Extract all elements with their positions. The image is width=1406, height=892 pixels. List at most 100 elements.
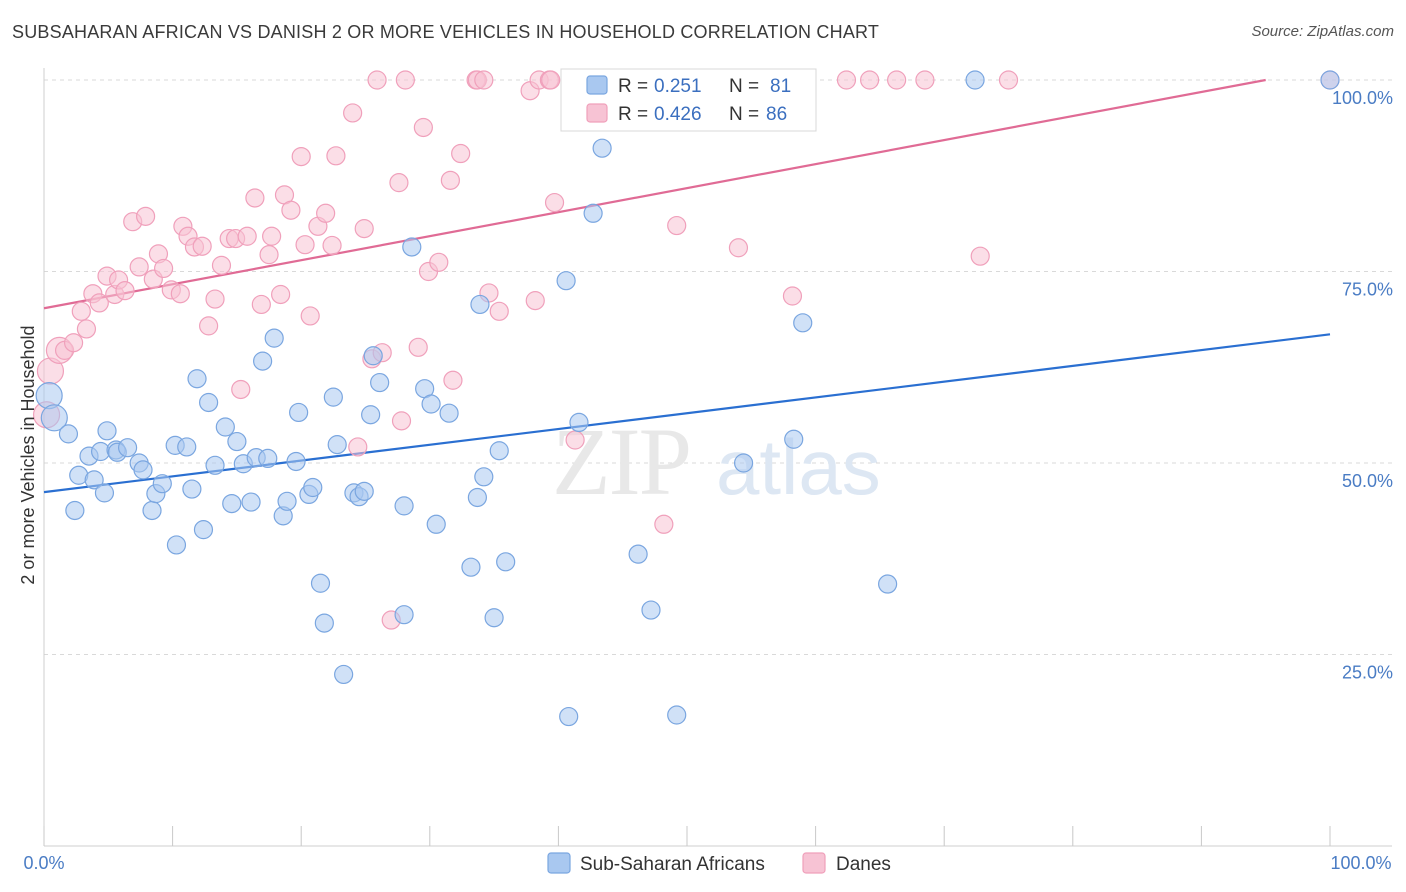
chart-title: SUBSAHARAN AFRICAN VS DANISH 2 OR MORE V… — [12, 22, 880, 42]
point-sub-saharan — [166, 535, 187, 555]
point-danes — [915, 70, 935, 90]
point-sub-saharan — [323, 387, 343, 407]
stats-n-label-1: N = — [729, 76, 759, 97]
point-danes — [281, 200, 301, 220]
trend-line-danes — [43, 78, 1266, 310]
point-danes — [348, 437, 368, 457]
point-sub-saharan — [394, 496, 414, 516]
point-sub-saharan — [559, 706, 579, 727]
point-danes — [474, 70, 494, 90]
y-tick-label: 100.0% — [1332, 88, 1393, 108]
point-sub-saharan — [421, 394, 441, 414]
stats-r-value-1: 0.251 — [654, 76, 702, 97]
point-sub-saharan — [177, 437, 197, 457]
point-sub-saharan — [117, 438, 138, 458]
point-danes — [391, 411, 412, 431]
point-sub-saharan — [327, 435, 347, 455]
point-danes — [192, 236, 212, 256]
point-danes — [429, 252, 449, 272]
gridlines — [44, 79, 1392, 655]
y-tick-label: 75.0% — [1342, 280, 1393, 300]
point-sub-saharan — [484, 608, 504, 628]
point-danes — [413, 117, 433, 138]
point-danes — [782, 286, 803, 306]
point-sub-saharan — [370, 372, 390, 393]
stats-legend-pink-swatch — [586, 103, 608, 123]
legend-label-danes: Danes — [836, 854, 891, 875]
point-danes — [115, 281, 135, 301]
point-sub-saharan — [793, 313, 813, 333]
point-sub-saharan — [258, 448, 278, 469]
point-danes — [395, 70, 415, 90]
point-sub-saharan — [65, 500, 85, 521]
point-danes — [525, 291, 545, 311]
stats-r-value-2: 0.426 — [654, 104, 702, 125]
point-danes — [262, 226, 282, 246]
point-danes — [408, 337, 428, 357]
point-danes — [326, 146, 346, 166]
source-label: Source: ZipAtlas.com — [1251, 23, 1394, 40]
point-danes — [354, 219, 374, 239]
point-sub-saharan — [35, 381, 63, 410]
point-sub-saharan — [187, 369, 207, 389]
point-sub-saharan — [667, 705, 687, 725]
point-danes — [443, 370, 463, 390]
point-sub-saharan — [310, 573, 331, 593]
point-sub-saharan — [314, 613, 334, 633]
point-sub-saharan — [84, 470, 104, 490]
point-danes — [860, 70, 880, 90]
point-sub-saharan — [264, 328, 284, 348]
point-sub-saharan — [394, 605, 414, 625]
y-axis-label: 2 or more Vehicles in Household — [18, 325, 38, 584]
point-sub-saharan — [569, 412, 589, 433]
point-danes — [322, 235, 342, 256]
point-danes — [300, 306, 320, 326]
point-sub-saharan — [467, 487, 487, 508]
point-danes — [291, 147, 311, 167]
legend-swatch-danes — [802, 852, 826, 874]
point-sub-saharan — [784, 429, 804, 449]
point-danes — [998, 70, 1019, 90]
point-sub-saharan — [97, 421, 117, 441]
point-danes — [259, 245, 279, 265]
point-danes — [970, 246, 990, 266]
y-tick-label: 25.0% — [1342, 663, 1393, 683]
point-sub-saharan — [474, 467, 494, 487]
point-sub-saharan — [556, 271, 576, 291]
point-sub-saharan — [303, 477, 323, 498]
point-sub-saharan — [583, 203, 603, 223]
point-sub-saharan — [470, 294, 490, 315]
series-legend: Sub-Saharan Africans Danes — [547, 852, 891, 875]
point-danes — [205, 289, 225, 309]
point-danes — [251, 294, 271, 315]
stats-n-value-1: 81 — [770, 76, 791, 97]
point-sub-saharan — [461, 557, 481, 577]
point-danes — [89, 293, 109, 313]
point-sub-saharan — [199, 392, 219, 413]
point-danes — [271, 284, 291, 305]
point-sub-saharan — [205, 455, 225, 475]
point-sub-saharan — [133, 460, 153, 480]
point-sub-saharan — [277, 491, 297, 511]
axes — [43, 68, 1392, 847]
point-sub-saharan — [628, 544, 648, 564]
point-sub-saharan — [592, 138, 612, 158]
point-sub-saharan — [222, 493, 242, 514]
point-sub-saharan — [489, 441, 509, 461]
point-danes — [451, 143, 471, 164]
point-sub-saharan — [193, 520, 214, 540]
point-sub-saharan — [286, 451, 306, 472]
point-sub-saharan — [439, 403, 459, 423]
point-sub-saharan — [289, 402, 309, 423]
point-danes — [728, 238, 749, 258]
point-sub-saharan — [94, 483, 115, 503]
point-danes — [654, 514, 674, 534]
point-sub-saharan — [733, 453, 754, 473]
point-sub-saharan — [334, 664, 354, 685]
point-sub-saharan — [361, 405, 381, 425]
point-sub-saharan — [215, 417, 235, 437]
point-sub-saharan — [641, 600, 661, 620]
point-sub-saharan — [253, 351, 273, 371]
stats-n-label-2: N = — [729, 104, 759, 125]
